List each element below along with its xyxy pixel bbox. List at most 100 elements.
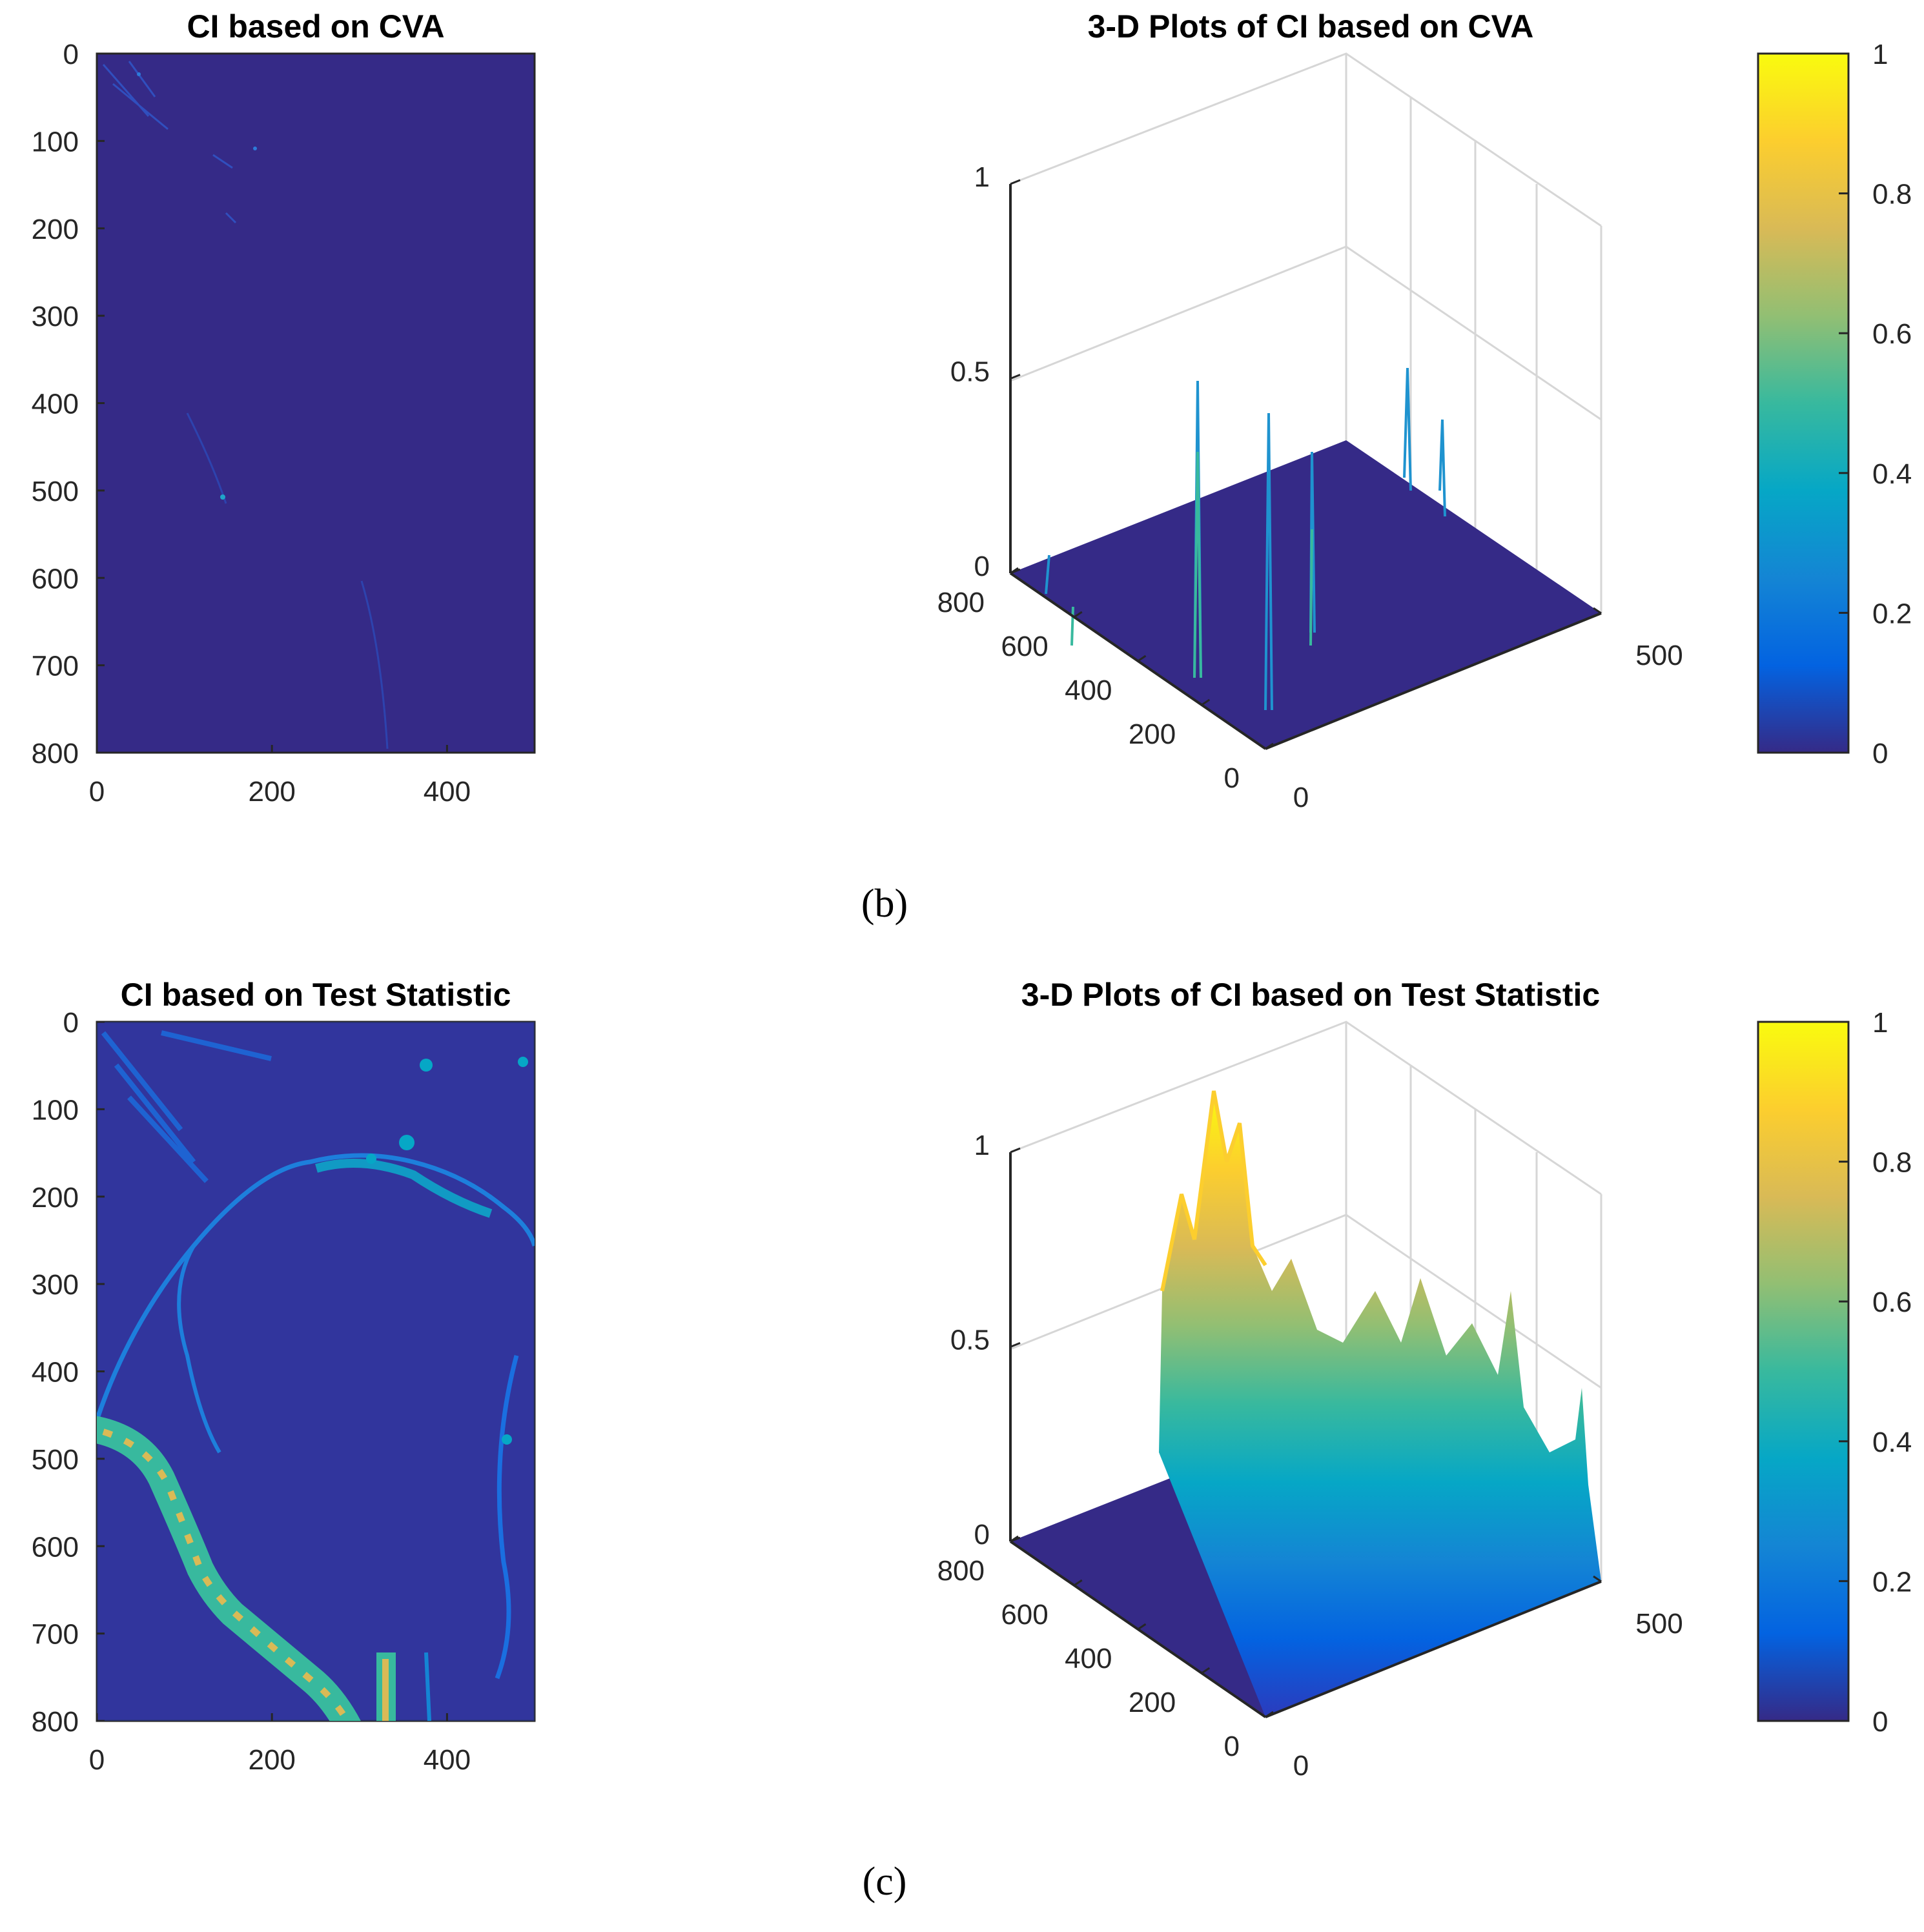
x-tick-label: 0 (89, 1744, 105, 1776)
z-tick-mark (1010, 179, 1021, 185)
y-tick-label: 400 (32, 1357, 79, 1388)
y-tick-mark (1010, 567, 1019, 575)
z-tick-label: 1 (974, 161, 990, 193)
surface-peaks (1159, 1091, 1601, 1717)
x-tick-label: 0 (89, 776, 105, 808)
y-tick-label: 300 (32, 301, 79, 332)
surface-ridge (1160, 1090, 1267, 1292)
y-tick-label: 600 (32, 1531, 79, 1563)
x-tick-label: 500 (1635, 640, 1683, 671)
x-tick-label: 0 (1293, 1750, 1309, 1782)
colorbar-tick-label: 0 (1872, 1706, 1888, 1738)
y-axis-ticks: 0 200 400 600 800 (937, 1535, 1274, 1762)
y-tick-mark (1137, 1623, 1147, 1631)
z-tick-mark (1010, 374, 1021, 380)
x-tick-label: 500 (1635, 1608, 1683, 1640)
y-tick-label: 100 (32, 1094, 79, 1126)
surface-plot-test-statistic: 3-D Plots of CI based on Test Statistic … (937, 977, 1912, 1782)
y-tick-mark (1137, 655, 1147, 662)
colorbar-tick-label: 0.4 (1872, 1427, 1912, 1458)
caption-b: (b) (861, 882, 908, 926)
colorbar-tick-label: 0.2 (1872, 598, 1912, 629)
x-axis-ticks: 0 200 400 (89, 1713, 471, 1776)
z-tick-label: 0.5 (950, 1325, 990, 1356)
colorbar-ticks: 0 0.2 0.4 0.6 0.8 1 (1839, 1007, 1912, 1738)
colorbar-tick-label: 0.6 (1872, 1286, 1912, 1318)
colorbar-tick-label: 0 (1872, 738, 1888, 769)
y-axis-ticks: 0 100 200 300 400 500 600 700 800 (32, 1007, 105, 1738)
colorbar-tick-label: 1 (1872, 39, 1888, 70)
colorbar-tick-label: 0.6 (1872, 318, 1912, 350)
y-tick-mark (1201, 1667, 1211, 1674)
y-tick-mark (1201, 698, 1211, 706)
y-tick-label: 200 (1129, 718, 1176, 750)
x-tick-label: 0 (1293, 782, 1309, 813)
colorbar-tick-label: 0.4 (1872, 458, 1912, 490)
heatmap-area (96, 52, 536, 754)
colorbar-ticks: 0 0.2 0.4 0.6 0.8 1 (1839, 39, 1912, 769)
axes-box (1010, 52, 1602, 613)
colorbar-tick-label: 1 (1872, 1007, 1888, 1039)
y-tick-mark (1265, 1711, 1274, 1718)
y-tick-label: 200 (32, 1182, 79, 1214)
chart-title: CI based on CVA (187, 8, 444, 45)
y-tick-label: 500 (32, 1444, 79, 1476)
y-tick-label: 200 (1129, 1687, 1176, 1718)
x-axis-ticks: 0 200 400 (89, 745, 471, 808)
y-tick-label: 800 (32, 738, 79, 769)
x-tick-label: 200 (248, 776, 295, 808)
heatmap-texture (102, 61, 389, 749)
surface-spikes (1045, 367, 1446, 711)
chart-title: 3-D Plots of CI based on CVA (1088, 8, 1534, 45)
y-tick-label: 0 (63, 1007, 79, 1039)
y-tick-label: 400 (32, 389, 79, 420)
heatmap-test-statistic: CI based on Test Statistic 0 200 400 0 100 2… (32, 977, 536, 1776)
axes-box (1010, 1021, 1602, 1581)
x-axis-ticks: 0 500 (1257, 607, 1683, 813)
y-tick-label: 600 (1001, 631, 1048, 662)
y-axis-ticks: 0 200 400 600 800 (937, 567, 1274, 794)
z-tick-label: 1 (974, 1130, 990, 1161)
y-tick-label: 800 (32, 1706, 79, 1738)
y-tick-label: 800 (937, 1555, 985, 1587)
heatmap-cva: CI based on CVA 0 200 400 0 100 200 300 400 500… (32, 8, 536, 808)
colorbar-tick-label: 0.8 (1872, 1147, 1912, 1179)
y-tick-mark (1265, 742, 1274, 750)
y-tick-label: 800 (937, 587, 985, 618)
surface-plot-cva: 3-D Plots of CI based on CVA 00.51 02004… (937, 8, 1912, 813)
y-tick-label: 200 (32, 214, 79, 245)
chart-title: 3-D Plots of CI based on Test Statistic (1021, 977, 1600, 1013)
colorbar: 0 0.2 0.4 0.6 0.8 1 (1757, 39, 1912, 769)
z-tick-label: 0 (974, 1519, 990, 1551)
y-tick-label: 700 (32, 1619, 79, 1651)
chart-title: CI based on Test Statistic (121, 977, 511, 1013)
x-tick-label: 400 (424, 1744, 471, 1776)
y-tick-label: 0 (1224, 1731, 1240, 1762)
y-axis-ticks: 0 100 200 300 400 500 600 700 800 (32, 39, 105, 769)
y-tick-label: 100 (32, 126, 79, 158)
y-tick-mark (1073, 611, 1083, 618)
y-tick-label: 500 (32, 476, 79, 507)
z-axis-ticks: 00.51 (950, 1130, 1021, 1551)
y-tick-label: 300 (32, 1269, 79, 1301)
y-tick-mark (1010, 1535, 1019, 1543)
heatmap-texture (97, 1022, 535, 1721)
y-tick-label: 600 (1001, 1599, 1048, 1631)
z-tick-label: 0 (974, 551, 990, 582)
y-tick-label: 0 (1224, 762, 1240, 794)
x-tick-label: 400 (424, 776, 471, 808)
x-axis-ticks: 0 500 (1257, 1575, 1683, 1782)
colorbar: 0 0.2 0.4 0.6 0.8 1 (1757, 1007, 1912, 1738)
y-tick-label: 400 (1065, 1643, 1112, 1674)
y-tick-label: 400 (1065, 675, 1112, 706)
y-tick-label: 700 (32, 651, 79, 682)
colorbar-tick-label: 0.2 (1872, 1566, 1912, 1598)
x-tick-mark (1257, 742, 1266, 750)
x-tick-mark (1257, 1711, 1266, 1718)
z-tick-mark (1010, 1342, 1021, 1348)
y-tick-label: 600 (32, 563, 79, 595)
colorbar-tick-label: 0.8 (1872, 179, 1912, 210)
x-tick-mark (1593, 607, 1602, 615)
caption-c: (c) (863, 1860, 907, 1904)
